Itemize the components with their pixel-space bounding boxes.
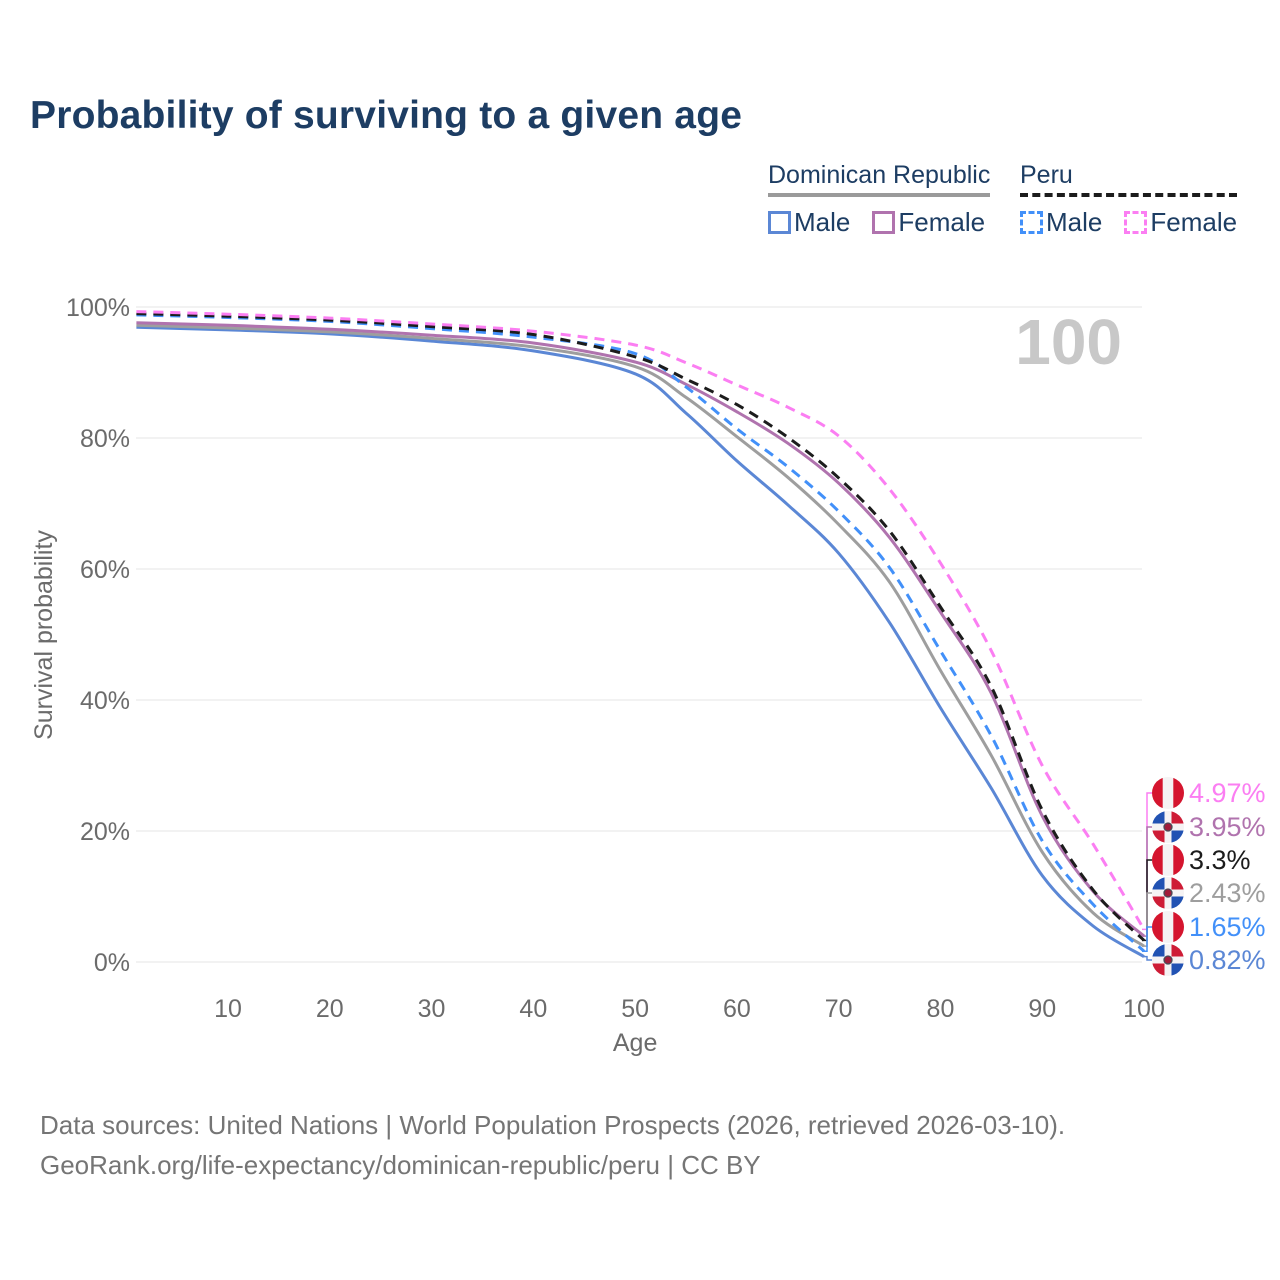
y-tick-label: 0% <box>94 949 130 977</box>
x-tick-label: 30 <box>418 995 446 1023</box>
age-counter-watermark: 100 <box>1015 306 1122 378</box>
y-tick-label: 20% <box>80 818 130 846</box>
y-tick-label: 40% <box>80 687 130 715</box>
legend-label: Male <box>794 207 851 237</box>
dr-female-swatch <box>872 211 896 234</box>
peru-flag-icon <box>1152 911 1184 943</box>
x-tick-label: 90 <box>1028 995 1056 1023</box>
footer: Data sources: United Nations | World Pop… <box>40 1105 1065 1185</box>
peru-flag-icon <box>1152 777 1184 809</box>
leader-line-dominican-republic-total <box>1142 892 1152 947</box>
x-tick-label: 40 <box>519 995 547 1023</box>
legend-group-dominican-republic: Dominican Republic Male Female <box>768 161 991 238</box>
x-tick-label: 70 <box>825 995 853 1023</box>
peru-flag-icon <box>1152 844 1184 876</box>
y-axis-title: Survival probability <box>30 530 58 740</box>
legend-group-peru: Peru Male Female <box>1020 161 1238 238</box>
peru-male-swatch <box>1020 211 1043 234</box>
curve-peru-male[interactable] <box>136 313 1146 953</box>
dominican-republic-flag-icon <box>1152 811 1184 843</box>
y-tick-label: 100% <box>66 294 130 322</box>
dr-male-swatch <box>768 211 791 234</box>
legend-label: Female <box>1150 207 1238 237</box>
legend-item-dr-female[interactable]: Female <box>872 207 985 238</box>
page-title: Probability of surviving to a given age <box>30 94 743 137</box>
legend-label: Male <box>1046 207 1103 237</box>
peru-female-swatch <box>1124 211 1148 234</box>
leader-line-peru-male <box>1142 926 1152 952</box>
end-value-label-peru-male: 1.65% <box>1189 912 1266 942</box>
leader-line-dominican-republic-male <box>1142 955 1152 961</box>
legend-country-peru[interactable]: Peru <box>1020 161 1073 189</box>
peru-line-swatch <box>1020 193 1238 197</box>
end-value-label-dominican-republic-male: 0.82% <box>1189 945 1266 975</box>
y-tick-label: 60% <box>80 556 130 584</box>
dominican-republic-flag-icon <box>1152 944 1184 976</box>
x-tick-label: 60 <box>723 995 751 1023</box>
curve-dominican-republic-female[interactable] <box>136 321 1145 938</box>
curve-peru-total[interactable] <box>136 312 1146 942</box>
x-tick-label: 100 <box>1123 995 1165 1023</box>
x-tick-label: 50 <box>621 995 649 1023</box>
legend-item-dr-male[interactable]: Male <box>768 207 850 238</box>
legend-item-peru-female[interactable]: Female <box>1124 207 1237 238</box>
dominican-republic-line-swatch <box>768 193 991 197</box>
y-tick-label: 80% <box>80 425 130 453</box>
dominican-republic-flag-icon <box>1152 877 1184 909</box>
curve-dominican-republic-total[interactable] <box>136 323 1145 948</box>
x-tick-label: 20 <box>316 995 344 1023</box>
end-value-label-peru-total: 3.3% <box>1189 845 1251 875</box>
curve-dominican-republic-male[interactable] <box>136 325 1145 958</box>
end-value-label-dominican-republic-female: 3.95% <box>1189 812 1266 842</box>
curve-peru-female[interactable] <box>136 310 1146 931</box>
legend-country-dominican-republic[interactable]: Dominican Republic <box>768 161 991 189</box>
data-sources-line: Data sources: United Nations | World Pop… <box>40 1110 1066 1140</box>
legend-label: Female <box>898 207 986 237</box>
x-axis-title: Age <box>613 1029 657 1057</box>
end-value-label-dominican-republic-total: 2.43% <box>1189 878 1266 908</box>
end-value-label-peru-female: 4.97% <box>1189 778 1266 808</box>
attribution-line: GeoRank.org/life-expectancy/dominican-re… <box>40 1150 761 1180</box>
x-tick-label: 10 <box>214 995 242 1023</box>
legend-item-peru-male[interactable]: Male <box>1020 207 1102 238</box>
x-tick-label: 80 <box>927 995 955 1023</box>
